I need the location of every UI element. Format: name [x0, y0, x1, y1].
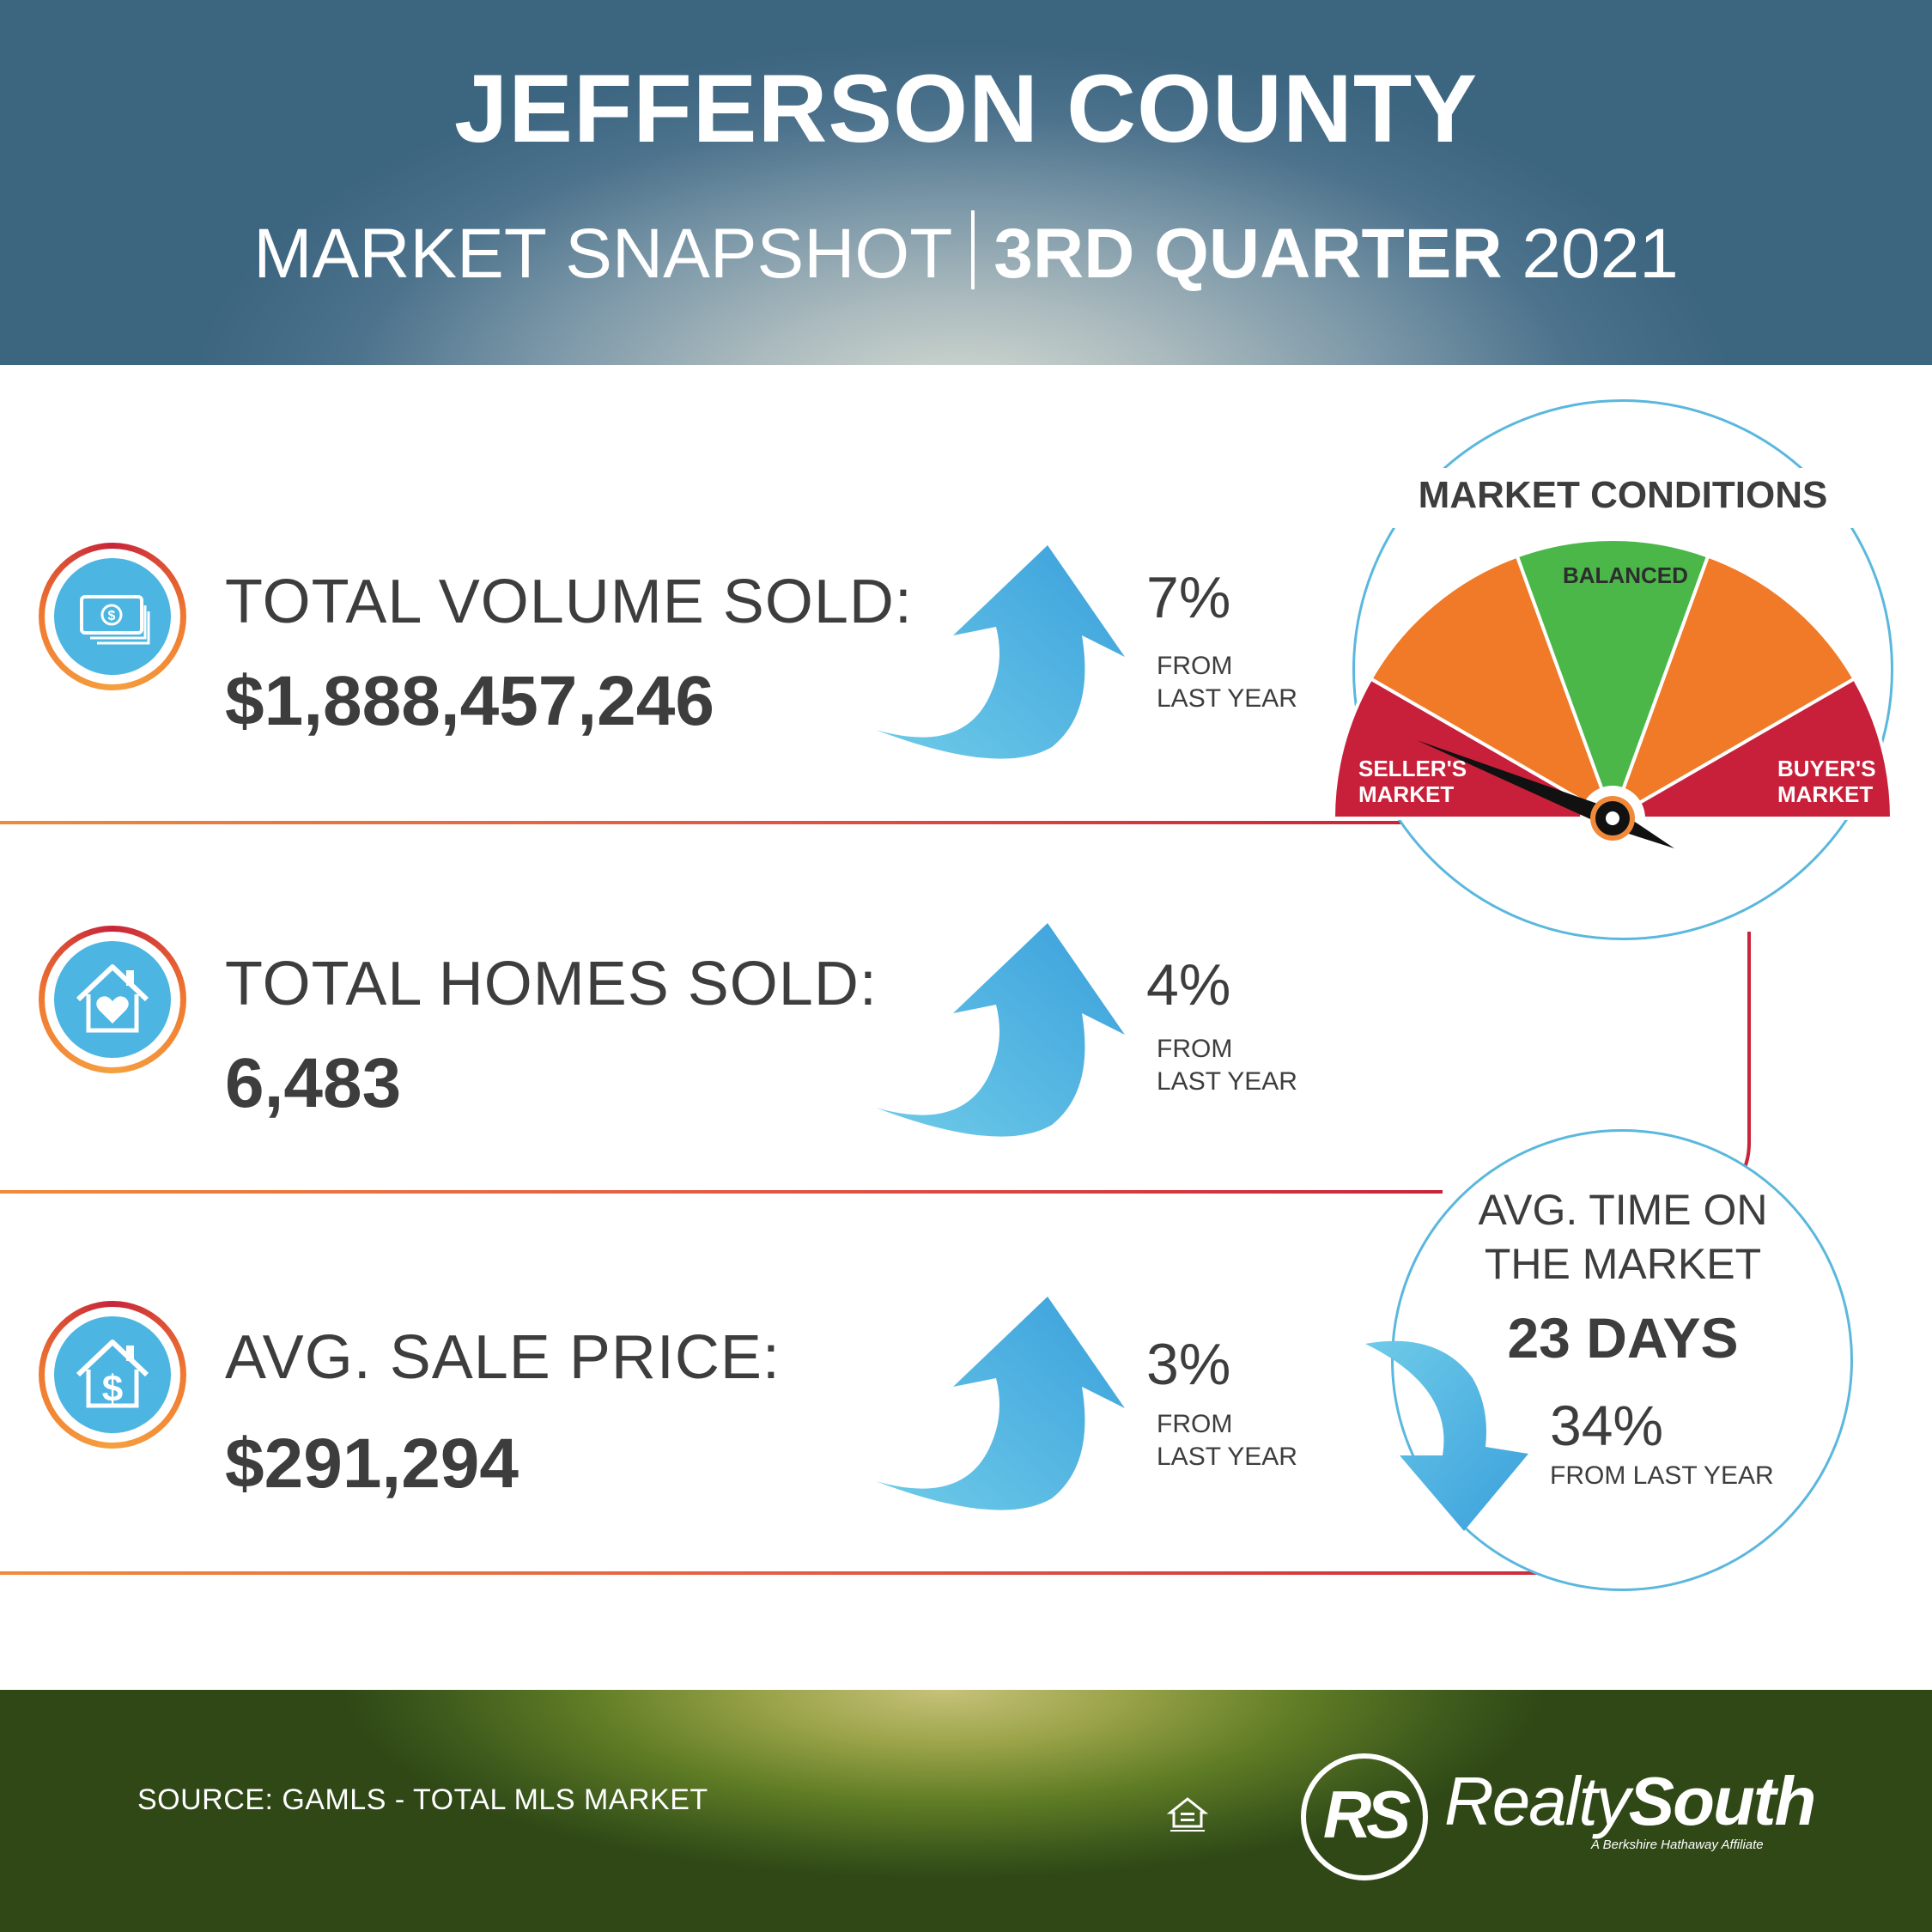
- change-sub-line-1: FROM: [1157, 1035, 1233, 1063]
- subtitle-quarter: 3RD QUARTER: [993, 215, 1503, 293]
- logo-text-light: Realty: [1444, 1763, 1631, 1839]
- header-banner: [0, 0, 1932, 365]
- stat-label-volume: TOTAL VOLUME SOLD:: [225, 568, 913, 636]
- subtitle-year: 2021: [1522, 215, 1679, 293]
- svg-text:$: $: [102, 1368, 123, 1410]
- gauge-segment-seller: [1331, 676, 1619, 820]
- up-arrow-icon: [876, 545, 1125, 759]
- page-title: JEFFERSON COUNTY: [453, 55, 1479, 162]
- seller-label-line-1: SELLER'S: [1358, 756, 1467, 781]
- time-on-market-value: 23 DAYS: [1507, 1306, 1739, 1370]
- market-gauge: [1331, 537, 1894, 851]
- realtysouth-logo-text: RealtySouth: [1444, 1762, 1817, 1841]
- stat-change-sub-homes: FROM LAST YEAR: [1157, 1033, 1297, 1098]
- time-on-market-change-sub: FROM LAST YEAR: [1550, 1461, 1774, 1490]
- footer-banner: [0, 1690, 1932, 1932]
- buyer-label-line-2: MARKET: [1777, 781, 1874, 807]
- page-subtitle: MARKET SNAPSHOT 3RD QUARTER 2021: [0, 210, 1932, 295]
- gauge-title-backdrop: [1365, 468, 1880, 528]
- stat-icon-price: $: [39, 1301, 186, 1449]
- stat-change-price: 3%: [1146, 1332, 1231, 1397]
- change-sub-line-2: LAST YEAR: [1157, 684, 1297, 713]
- connector-vertical-1: [1747, 932, 1751, 1125]
- gauge-segment-balanced: [1515, 537, 1710, 823]
- gauge-label-buyer: BUYER'S MARKET: [1777, 756, 1876, 807]
- divider-line-2: [0, 1190, 1443, 1194]
- gauge-segment-orange-left: [1368, 554, 1616, 823]
- seller-label-line-2: MARKET: [1358, 781, 1455, 807]
- stat-change-volume: 7%: [1146, 565, 1231, 630]
- svg-text:$: $: [108, 609, 116, 623]
- change-sub-line-1: FROM: [1157, 652, 1233, 680]
- house-dollar-icon: $: [76, 1340, 149, 1410]
- stat-icon-homes: [39, 926, 186, 1073]
- time-label-line-1: AVG. TIME ON: [1478, 1186, 1768, 1234]
- down-arrow-icon: [1365, 1340, 1528, 1531]
- time-on-market-change: 34%: [1550, 1394, 1664, 1457]
- divider-line-3: [0, 1571, 1683, 1575]
- buyer-label-line-1: BUYER'S: [1777, 756, 1876, 781]
- up-arrow-icon: [876, 923, 1125, 1137]
- time-label-line-2: THE MARKET: [1484, 1240, 1762, 1288]
- market-conditions-title: MARKET CONDITIONS: [1418, 474, 1828, 516]
- equal-housing-icon: [1166, 1797, 1209, 1832]
- logo-text-bold: South: [1628, 1763, 1817, 1839]
- stat-value-volume: $1,888,457,246: [225, 662, 714, 740]
- stat-label-homes: TOTAL HOMES SOLD:: [225, 950, 878, 1018]
- gauge-segment-buyer: [1606, 676, 1894, 820]
- change-sub-line-2: LAST YEAR: [1157, 1067, 1297, 1096]
- subtitle-divider: [971, 210, 975, 289]
- time-on-market-label: AVG. TIME ON THE MARKET: [1425, 1183, 1820, 1291]
- gauge-segment-orange-right: [1609, 554, 1857, 823]
- realtysouth-logo-mark: [1301, 1753, 1428, 1880]
- logo-mark-text: RS: [1322, 1777, 1411, 1852]
- gauge-hub-center: [1606, 811, 1619, 825]
- stat-change-sub-volume: FROM LAST YEAR: [1157, 650, 1297, 715]
- stat-icon-volume: $: [39, 543, 186, 690]
- stat-value-price: $291,294: [225, 1425, 519, 1503]
- change-sub-line-2: LAST YEAR: [1157, 1443, 1297, 1471]
- stat-label-price: AVG. SALE PRICE:: [225, 1323, 781, 1392]
- source-note: SOURCE: GAMLS - TOTAL MLS MARKET: [137, 1783, 708, 1816]
- subtitle-left: MARKET SNAPSHOT: [253, 215, 953, 293]
- logo-tagline: A Berkshire Hathaway Affiliate: [1591, 1838, 1764, 1852]
- stat-value-homes: 6,483: [225, 1044, 402, 1122]
- house-heart-icon: [76, 964, 149, 1033]
- up-arrow-icon: [876, 1297, 1125, 1510]
- divider-line-1: [0, 821, 1408, 824]
- money-icon: $: [80, 595, 150, 645]
- stat-change-homes: 4%: [1146, 952, 1231, 1018]
- change-sub-line-1: FROM: [1157, 1410, 1233, 1438]
- gauge-label-balanced: BALANCED: [1563, 562, 1688, 588]
- gauge-label-seller: SELLER'S MARKET: [1358, 756, 1467, 807]
- stat-change-sub-price: FROM LAST YEAR: [1157, 1408, 1297, 1473]
